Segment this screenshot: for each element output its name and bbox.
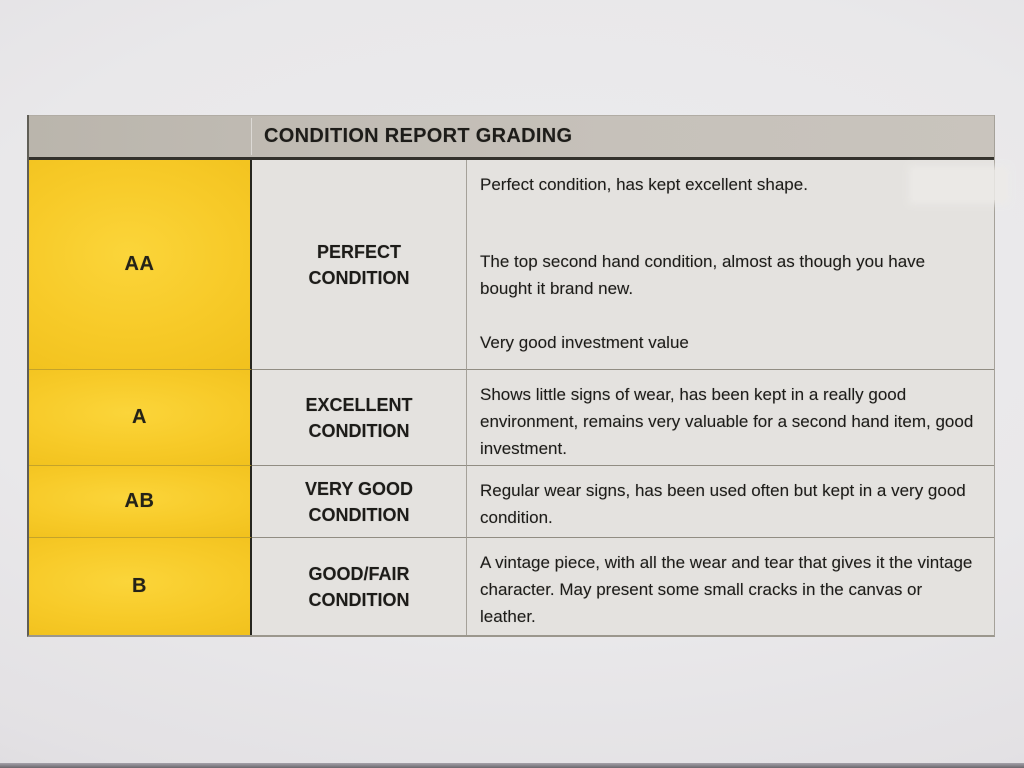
description-cell: Perfect condition, has kept excellent sh… bbox=[467, 160, 994, 369]
description-cell: Regular wear signs, has been used often … bbox=[467, 465, 994, 537]
description-cell: Shows little signs of wear, has been kep… bbox=[467, 369, 994, 465]
condition-label-cell: PERFECT CONDITION bbox=[252, 160, 467, 369]
grade-code: AB bbox=[124, 490, 155, 512]
description-paragraph: The top second hand condition, almost as… bbox=[480, 252, 926, 298]
table-row: B GOOD/FAIR CONDITION A vintage piece, w… bbox=[29, 537, 994, 635]
description-paragraph: Regular wear signs, has been used often … bbox=[480, 481, 966, 527]
description-cell: A vintage piece, with all the wear and t… bbox=[467, 537, 994, 635]
photo-bottom-edge bbox=[0, 763, 1024, 768]
grade-code: B bbox=[132, 575, 147, 597]
grade-code: AA bbox=[124, 253, 155, 275]
table-row: AB VERY GOOD CONDITION Regular wear sign… bbox=[29, 465, 994, 537]
condition-label-cell: EXCELLENT CONDITION bbox=[252, 369, 467, 465]
description-paragraph: Shows little signs of wear, has been kep… bbox=[480, 385, 974, 458]
description-paragraph: A vintage piece, with all the wear and t… bbox=[480, 553, 973, 626]
description-paragraph: Very good investment value bbox=[480, 333, 689, 352]
grade-cell: AB bbox=[29, 465, 252, 537]
condition-label: PERFECT CONDITION bbox=[308, 241, 410, 288]
condition-label-cell: VERY GOOD CONDITION bbox=[252, 465, 467, 537]
table-title: CONDITION REPORT GRADING bbox=[264, 125, 573, 147]
whiteout-patch bbox=[913, 170, 1005, 200]
description-paragraph: Perfect condition, has kept excellent sh… bbox=[480, 175, 808, 194]
grading-table: CONDITION REPORT GRADING AA PERFECT COND… bbox=[27, 115, 1005, 637]
table-row: AA PERFECT CONDITION Perfect condition, … bbox=[29, 160, 994, 369]
grade-cell: A bbox=[29, 369, 252, 465]
condition-label-cell: GOOD/FAIR CONDITION bbox=[252, 537, 467, 635]
condition-label: VERY GOOD CONDITION bbox=[304, 478, 414, 525]
table-header: CONDITION REPORT GRADING bbox=[29, 115, 994, 160]
grade-cell: AA bbox=[29, 160, 252, 369]
grade-code: A bbox=[132, 406, 147, 428]
table-row: A EXCELLENT CONDITION Shows little signs… bbox=[29, 369, 994, 465]
condition-label: GOOD/FAIR CONDITION bbox=[308, 563, 410, 610]
grade-cell: B bbox=[29, 537, 252, 635]
grading-table-body: AA PERFECT CONDITION Perfect condition, … bbox=[29, 160, 994, 635]
condition-label: EXCELLENT CONDITION bbox=[305, 394, 413, 441]
